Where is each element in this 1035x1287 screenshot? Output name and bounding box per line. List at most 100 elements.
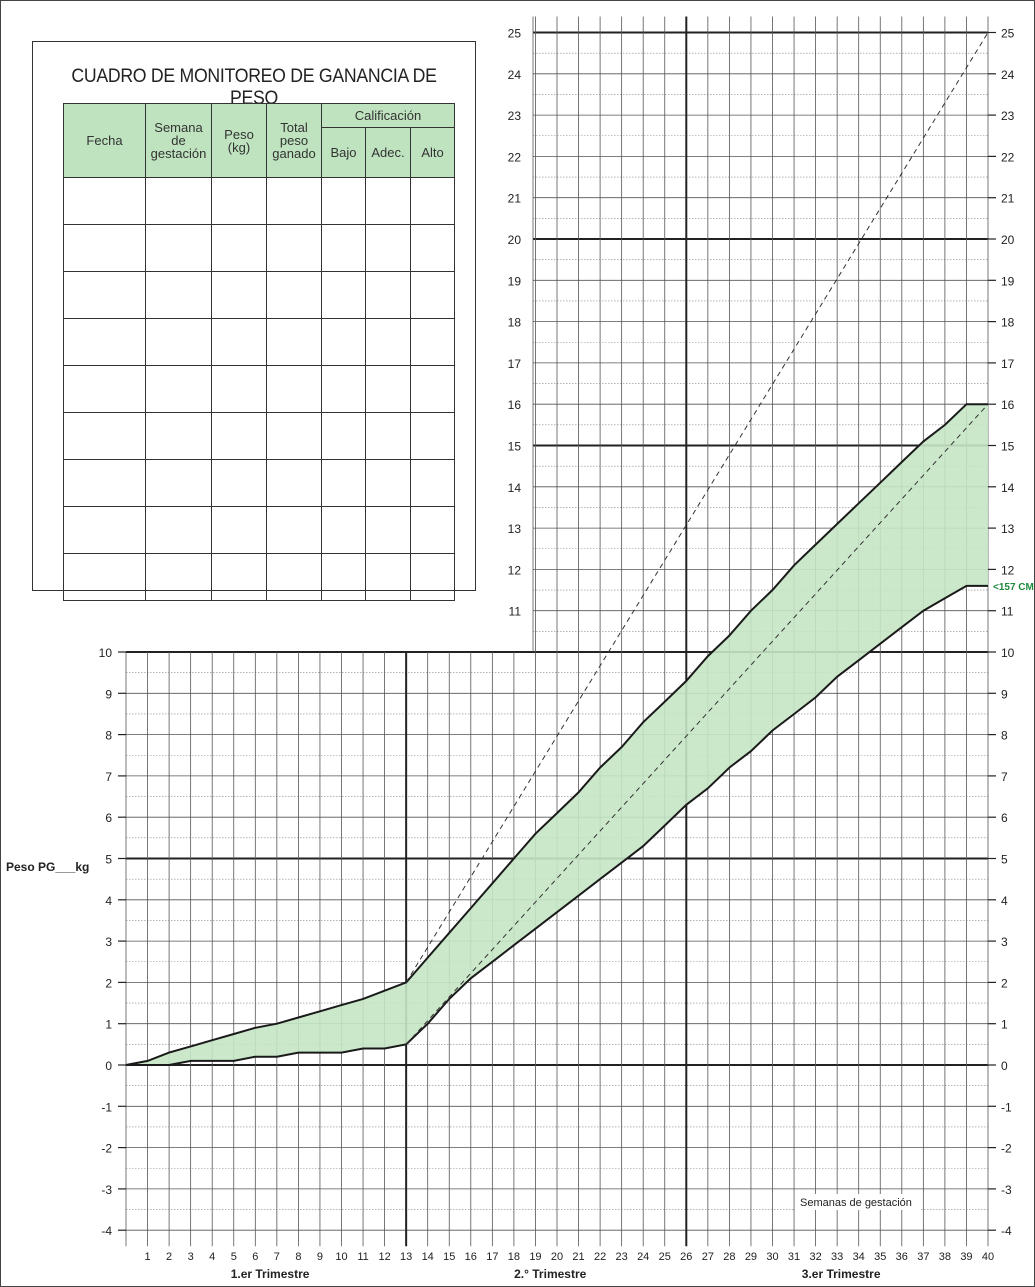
table-cell[interactable]	[409, 506, 456, 554]
table-cell[interactable]	[211, 177, 267, 225]
table-cell[interactable]	[211, 271, 267, 319]
table-cell[interactable]	[145, 224, 212, 272]
table-cell[interactable]	[145, 553, 212, 601]
table-cell[interactable]	[63, 177, 146, 225]
table-cell[interactable]	[266, 412, 322, 460]
table-cell[interactable]	[266, 506, 322, 554]
table-cell[interactable]	[321, 177, 366, 225]
table-cell[interactable]	[321, 412, 366, 460]
x-tick-label: 14	[422, 1251, 434, 1263]
table-cell[interactable]	[266, 365, 322, 413]
x-tick-label: 9	[317, 1251, 323, 1263]
x-tick-label: 19	[529, 1251, 541, 1263]
table-row	[63, 459, 456, 507]
table-cell[interactable]	[365, 506, 411, 554]
table-cell[interactable]	[409, 318, 456, 366]
table-cell[interactable]	[365, 459, 411, 507]
x-tick-label: 5	[231, 1251, 237, 1263]
table-cell[interactable]	[409, 553, 456, 601]
table-cell[interactable]	[365, 318, 411, 366]
table-cell[interactable]	[321, 365, 366, 413]
x-tick-label: 1	[144, 1251, 150, 1263]
table-cell[interactable]	[365, 365, 411, 413]
reference-dashed-line	[405, 32, 989, 983]
table-cell[interactable]	[365, 412, 411, 460]
y-tick-label-left: 3	[105, 935, 112, 949]
table-cell[interactable]	[266, 177, 322, 225]
table-cell[interactable]	[409, 365, 456, 413]
x-tick-label: 8	[295, 1251, 301, 1263]
trimester-label: 3.er Trimestre	[802, 1267, 881, 1281]
table-cell[interactable]	[63, 365, 146, 413]
table-cell[interactable]	[211, 365, 267, 413]
y-tick-label-right: 7	[1001, 770, 1008, 784]
upper-limit-line	[125, 403, 988, 1066]
table-cell[interactable]	[63, 412, 146, 460]
y-tick-label-right: -2	[1001, 1142, 1012, 1156]
y-tick-label-left: 7	[105, 770, 112, 784]
table-cell[interactable]	[211, 506, 267, 554]
table-cell[interactable]	[63, 271, 146, 319]
table-cell[interactable]	[266, 318, 322, 366]
table-cell[interactable]	[145, 412, 212, 460]
y-tick-label-right: 18	[1001, 316, 1015, 330]
x-tick-label: 15	[443, 1251, 455, 1263]
table-cell[interactable]	[321, 553, 366, 601]
table-cell[interactable]	[145, 506, 212, 554]
x-axis-label-backdrop	[795, 1194, 920, 1210]
table-cell[interactable]	[266, 271, 322, 319]
table-cell[interactable]	[266, 459, 322, 507]
table-cell[interactable]	[266, 553, 322, 601]
x-tick-label: 40	[982, 1251, 994, 1263]
table-cell[interactable]	[63, 553, 146, 601]
table-cell[interactable]	[266, 224, 322, 272]
table-cell[interactable]	[321, 506, 366, 554]
table-cell[interactable]	[145, 318, 212, 366]
table-cell[interactable]	[211, 224, 267, 272]
table-row	[63, 506, 456, 554]
table-cell[interactable]	[63, 224, 146, 272]
table-cell[interactable]	[409, 271, 456, 319]
table-cell[interactable]	[145, 271, 212, 319]
y-tick-label-right: 19	[1001, 274, 1015, 288]
x-tick-label: 36	[896, 1251, 908, 1263]
table-cell[interactable]	[365, 224, 411, 272]
table-cell[interactable]	[145, 365, 212, 413]
x-tick-label: 4	[209, 1251, 215, 1263]
table-cell[interactable]	[409, 459, 456, 507]
table-cell[interactable]	[409, 177, 456, 225]
table-cell[interactable]	[365, 553, 411, 601]
y-tick-label-right: 4	[1001, 894, 1008, 908]
y-tick-label-left: 8	[105, 729, 112, 743]
table-cell[interactable]	[211, 318, 267, 366]
table-cell[interactable]	[409, 224, 456, 272]
x-tick-label: 13	[400, 1251, 412, 1263]
table-cell[interactable]	[409, 412, 456, 460]
table-cell[interactable]	[63, 459, 146, 507]
col-header-semana: Semana de gestación	[145, 103, 212, 178]
table-row	[63, 177, 456, 225]
y-tick-label-right: 17	[1001, 357, 1015, 371]
x-tick-label: 29	[745, 1251, 757, 1263]
x-tick-label: 34	[853, 1251, 865, 1263]
x-tick-label: 12	[378, 1251, 390, 1263]
table-cell[interactable]	[211, 459, 267, 507]
table-cell[interactable]	[365, 177, 411, 225]
table-cell[interactable]	[63, 506, 146, 554]
table-cell[interactable]	[321, 271, 366, 319]
table-cell[interactable]	[145, 177, 212, 225]
table-cell[interactable]	[145, 459, 212, 507]
table-row	[63, 318, 456, 366]
y-tick-label-left: 6	[105, 811, 112, 825]
table-cell[interactable]	[63, 318, 146, 366]
y-tick-label-right: -4	[1001, 1224, 1012, 1238]
table-cell[interactable]	[211, 412, 267, 460]
table-cell[interactable]	[365, 271, 411, 319]
table-cell[interactable]	[321, 318, 366, 366]
x-tick-label: 18	[508, 1251, 520, 1263]
table-cell[interactable]	[211, 553, 267, 601]
y-tick-label-right: 6	[1001, 811, 1008, 825]
y-tick-label-left: 11	[509, 605, 522, 619]
table-cell[interactable]	[321, 459, 366, 507]
table-cell[interactable]	[321, 224, 366, 272]
